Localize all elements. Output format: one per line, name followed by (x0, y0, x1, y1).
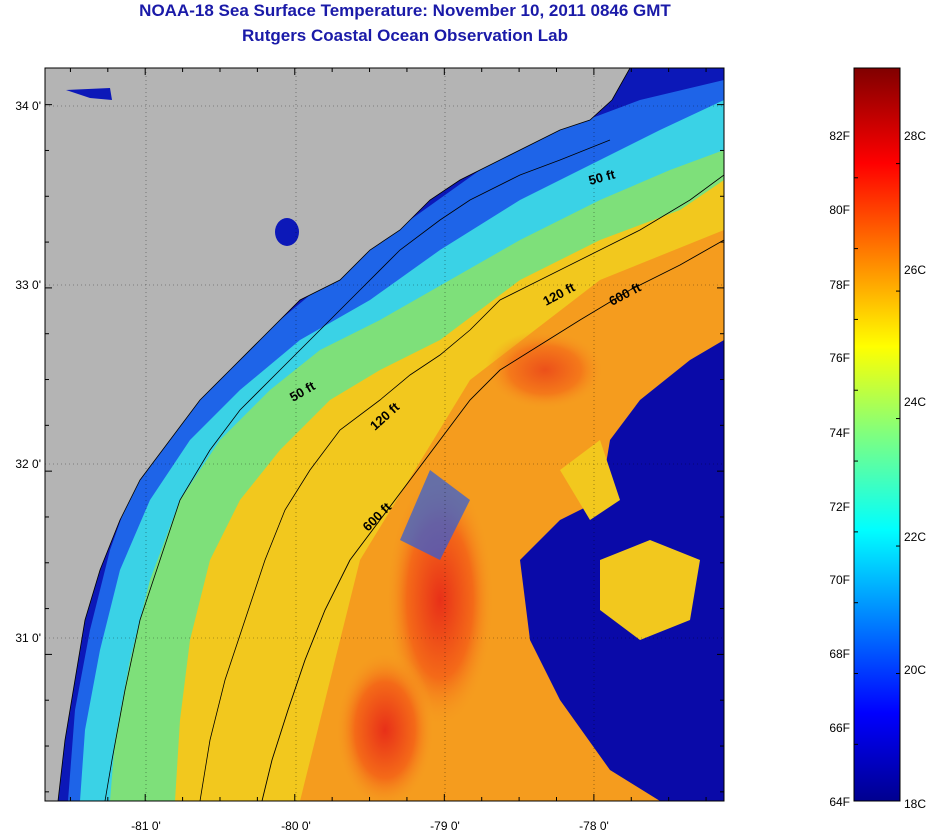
celsius-label: 22C (904, 530, 926, 544)
colorbar-gradient (853, 67, 901, 802)
lon-tick-label: -79 0' (430, 819, 460, 832)
map-ticks (45, 68, 724, 801)
isobath-50ft (104, 139, 611, 801)
fahrenheit-label: 76F (829, 351, 850, 365)
warm-filament-east (600, 540, 700, 640)
fahrenheit-label: 66F (829, 721, 850, 735)
fahrenheit-label: 74F (829, 426, 850, 440)
fahrenheit-label: 70F (829, 573, 850, 587)
lon-tick-label: -78 0' (579, 819, 609, 832)
fahrenheit-label: 64F (829, 795, 850, 809)
celsius-label: 18C (904, 797, 926, 811)
celsius-label: 26C (904, 263, 926, 277)
celsius-label: 24C (904, 395, 926, 409)
fahrenheit-label: 80F (829, 203, 850, 217)
sst-map: 50 ft 120 ft 600 ft 50 ft 120 ft 600 ft … (15, 67, 725, 832)
lon-tick-label: -80 0' (281, 819, 311, 832)
colorbar-ticks (854, 163, 900, 802)
fahrenheit-label: 72F (829, 500, 850, 514)
cool-filament (400, 470, 470, 560)
fahrenheit-label: 78F (829, 278, 850, 292)
map-title: NOAA-18 Sea Surface Temperature: Novembe… (139, 1, 671, 20)
land (45, 68, 630, 801)
lat-tick-label: 33 0' (15, 278, 41, 292)
isobath-120ft (199, 174, 724, 801)
warm-core-north (485, 330, 605, 410)
contour-label: 50 ft (587, 166, 617, 188)
inland-water (66, 88, 112, 100)
lat-tick-label: 31 0' (15, 631, 41, 645)
lon-tick-label: -81 0' (131, 819, 161, 832)
isobath-600ft (261, 239, 724, 801)
fahrenheit-label: 82F (829, 129, 850, 143)
inland-lake (275, 218, 299, 246)
celsius-label: 20C (904, 663, 926, 677)
coastline (57, 68, 631, 801)
map-image-layers (45, 68, 724, 801)
lat-tick-label: 34 0' (15, 99, 41, 113)
fahrenheit-label: 68F (829, 647, 850, 661)
map-frame (44, 67, 725, 802)
colorbar: 82F 80F 78F 76F 74F 72F 70F 68F 66F 64F … (829, 67, 926, 811)
warm-core-south (335, 650, 435, 801)
celsius-label: 28C (904, 129, 926, 143)
lat-tick-label: 32 0' (15, 457, 41, 471)
warm-filament-mid (560, 440, 620, 520)
map-subtitle: Rutgers Coastal Ocean Observation Lab (242, 26, 568, 45)
